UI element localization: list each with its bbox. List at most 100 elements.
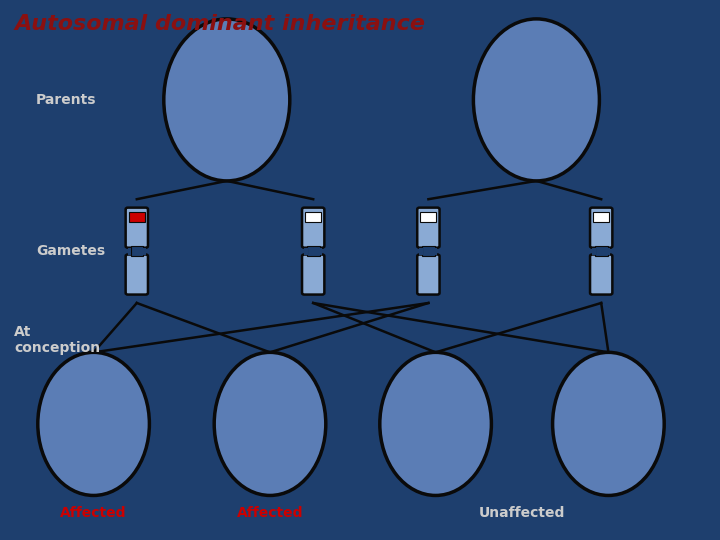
FancyBboxPatch shape xyxy=(226,40,258,91)
Bar xyxy=(593,212,609,222)
Text: Parents: Parents xyxy=(36,93,96,107)
Bar xyxy=(588,415,604,426)
Bar xyxy=(585,377,606,388)
Bar xyxy=(413,377,433,388)
Bar xyxy=(512,89,531,102)
FancyBboxPatch shape xyxy=(93,424,120,468)
FancyBboxPatch shape xyxy=(93,373,120,416)
Text: Affected: Affected xyxy=(60,507,127,520)
FancyBboxPatch shape xyxy=(125,254,148,295)
Bar xyxy=(264,416,269,424)
Bar xyxy=(289,416,294,424)
Bar xyxy=(143,247,145,255)
Bar xyxy=(304,247,308,255)
FancyBboxPatch shape xyxy=(243,373,271,416)
FancyBboxPatch shape xyxy=(125,207,148,248)
Bar xyxy=(437,416,441,424)
Bar xyxy=(559,91,565,100)
Bar xyxy=(422,246,435,256)
Bar xyxy=(128,247,132,255)
Bar xyxy=(593,247,596,255)
Bar xyxy=(247,377,267,388)
Bar xyxy=(199,45,224,58)
Bar xyxy=(113,416,118,424)
Text: Unaffected: Unaffected xyxy=(479,507,565,520)
FancyBboxPatch shape xyxy=(608,373,635,416)
Bar xyxy=(69,416,74,424)
Bar xyxy=(542,89,561,102)
Bar xyxy=(71,377,91,388)
FancyBboxPatch shape xyxy=(536,40,567,91)
Bar xyxy=(419,247,423,255)
Bar xyxy=(250,91,256,100)
FancyBboxPatch shape xyxy=(196,40,228,91)
FancyBboxPatch shape xyxy=(269,373,297,416)
Bar xyxy=(98,415,114,426)
Text: Gametes: Gametes xyxy=(36,244,105,258)
Bar xyxy=(307,246,320,256)
Bar xyxy=(529,91,535,100)
Bar xyxy=(508,91,513,100)
Bar xyxy=(129,212,145,222)
Bar xyxy=(73,415,89,426)
Text: Affected: Affected xyxy=(237,507,303,520)
Bar xyxy=(220,91,225,100)
Ellipse shape xyxy=(474,19,599,181)
FancyBboxPatch shape xyxy=(67,424,94,468)
FancyBboxPatch shape xyxy=(302,254,324,295)
Bar xyxy=(509,45,534,58)
Ellipse shape xyxy=(553,353,664,496)
Bar xyxy=(438,377,459,388)
Bar xyxy=(202,89,221,102)
FancyBboxPatch shape xyxy=(269,424,297,468)
Bar xyxy=(610,416,614,424)
Bar xyxy=(420,212,436,222)
FancyBboxPatch shape xyxy=(226,100,258,151)
Ellipse shape xyxy=(380,353,492,496)
FancyBboxPatch shape xyxy=(302,207,324,248)
Bar xyxy=(628,416,633,424)
Text: At
conception: At conception xyxy=(14,325,101,355)
FancyBboxPatch shape xyxy=(582,424,609,468)
Bar xyxy=(249,415,266,426)
Bar xyxy=(415,415,431,426)
FancyBboxPatch shape xyxy=(590,207,612,248)
Bar xyxy=(319,247,323,255)
FancyBboxPatch shape xyxy=(409,424,436,468)
FancyBboxPatch shape xyxy=(536,100,567,151)
FancyBboxPatch shape xyxy=(582,373,609,416)
Ellipse shape xyxy=(215,353,325,496)
Ellipse shape xyxy=(38,353,150,496)
Bar xyxy=(433,247,438,255)
Bar xyxy=(88,416,92,424)
Bar xyxy=(440,415,456,426)
Bar xyxy=(233,89,251,102)
FancyBboxPatch shape xyxy=(505,100,537,151)
Text: Autosomal dominant inheritance: Autosomal dominant inheritance xyxy=(14,14,426,33)
Bar xyxy=(246,416,251,424)
Bar xyxy=(455,416,460,424)
FancyBboxPatch shape xyxy=(243,424,271,468)
FancyBboxPatch shape xyxy=(590,254,612,295)
Bar xyxy=(96,377,117,388)
Bar xyxy=(273,377,293,388)
FancyBboxPatch shape xyxy=(608,424,635,468)
FancyBboxPatch shape xyxy=(435,424,462,468)
FancyBboxPatch shape xyxy=(435,373,462,416)
Bar xyxy=(595,246,608,256)
FancyBboxPatch shape xyxy=(196,100,228,151)
Bar xyxy=(584,416,589,424)
Bar xyxy=(198,91,204,100)
Bar xyxy=(95,416,99,424)
Bar xyxy=(305,212,321,222)
Bar xyxy=(228,91,233,100)
Bar xyxy=(611,377,631,388)
Bar xyxy=(130,246,143,256)
Bar xyxy=(606,247,610,255)
FancyBboxPatch shape xyxy=(67,373,94,416)
FancyBboxPatch shape xyxy=(505,40,537,91)
Bar xyxy=(538,91,544,100)
FancyBboxPatch shape xyxy=(418,254,440,295)
Bar xyxy=(613,415,629,426)
Ellipse shape xyxy=(164,19,289,181)
